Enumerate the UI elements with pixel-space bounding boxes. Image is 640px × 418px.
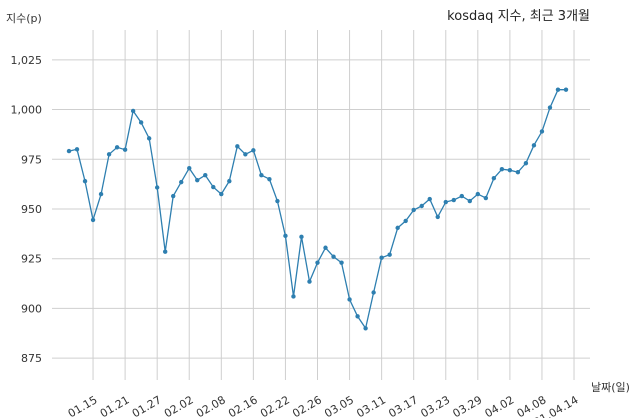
y-tick-label: 1,025 (11, 54, 43, 67)
x-tick-label: 02.08 (194, 393, 228, 418)
data-point (411, 207, 416, 213)
data-point (283, 233, 288, 239)
y-tick-label: 900 (21, 302, 42, 315)
data-point (122, 147, 128, 152)
data-point (331, 254, 336, 259)
data-point (347, 297, 352, 302)
data-point (355, 314, 360, 319)
x-tick-label: 03.11 (354, 393, 388, 418)
data-point (523, 161, 529, 166)
data-point (171, 193, 176, 199)
data-point (74, 147, 80, 152)
data-point (563, 87, 569, 92)
data-point (323, 245, 328, 250)
grid-layer (52, 30, 590, 380)
data-point (531, 143, 537, 148)
x-tick-labels: 01.1501.2101.2702.0202.0802.1602.2202.26… (66, 393, 581, 418)
data-point (106, 152, 112, 157)
chart-title: kosdaq 지수, 최근 3개월 (447, 9, 590, 24)
data-point (154, 185, 160, 190)
data-point (403, 218, 408, 224)
x-tick-label: 03.29 (451, 393, 485, 418)
data-point (66, 148, 72, 154)
x-tick-label: 03.05 (322, 393, 356, 418)
data-point (82, 178, 88, 184)
data-point (339, 260, 344, 265)
x-tick-label: 02.26 (290, 393, 324, 418)
x-axis-label: 날짜(일) (591, 380, 630, 394)
x-tick-label: 04.02 (483, 393, 517, 418)
data-point (315, 260, 320, 265)
data-point (211, 184, 216, 190)
data-point (459, 193, 464, 199)
data-point (299, 234, 304, 240)
data-point (227, 178, 232, 184)
data-point (499, 167, 505, 172)
data-point (491, 175, 497, 181)
x-tick-label: 01.27 (130, 393, 164, 418)
data-point (371, 290, 376, 295)
data-point (547, 105, 553, 110)
x-tick-label: 01.21 (98, 393, 132, 418)
data-point (219, 191, 224, 197)
data-point (475, 191, 481, 197)
data-point (90, 217, 96, 223)
y-tick-label: 925 (21, 253, 42, 266)
x-tick-label: 03.17 (386, 393, 420, 418)
x-tick-label: 03.23 (418, 393, 452, 418)
data-point (379, 255, 384, 260)
y-axis-label: 지수(p) (6, 12, 42, 25)
y-tick-label: 1,000 (11, 104, 43, 117)
data-point (427, 196, 432, 202)
data-point (291, 294, 296, 299)
y-tick-label: 975 (21, 153, 42, 166)
data-point (555, 87, 561, 92)
y-tick-label: 950 (21, 203, 42, 216)
data-point (467, 198, 473, 204)
data-point (203, 172, 208, 178)
x-tick-label: 02.16 (226, 393, 260, 418)
data-point (187, 166, 192, 171)
data-point (162, 249, 168, 254)
x-tick-label: 02.22 (258, 393, 292, 418)
data-point (435, 214, 440, 220)
x-tick-label: 02.02 (162, 393, 196, 418)
y-tick-label: 875 (21, 352, 42, 365)
data-point (235, 144, 240, 149)
data-point (98, 191, 104, 197)
data-point (259, 172, 264, 178)
data-point (243, 152, 248, 157)
data-point (483, 195, 489, 201)
data-point (507, 167, 513, 173)
x-tick-label: 01.15 (66, 393, 100, 418)
data-point (443, 199, 448, 205)
data-point (146, 136, 152, 141)
data-point (387, 252, 392, 257)
data-point (130, 108, 136, 114)
data-point (451, 197, 456, 203)
data-point (251, 148, 256, 153)
data-point (267, 176, 272, 182)
data-point (363, 326, 368, 331)
data-point (539, 129, 545, 134)
data-point (138, 120, 144, 125)
data-point (307, 279, 312, 284)
data-point (114, 145, 120, 150)
data-point (395, 225, 400, 231)
data-point (179, 179, 184, 185)
data-point (419, 203, 424, 209)
data-point (275, 198, 280, 204)
y-tick-labels: 875 900 925 950 975 1,000 1,025 (11, 54, 43, 365)
series-layer (66, 87, 569, 331)
data-point (515, 169, 521, 175)
data-point (195, 177, 200, 183)
